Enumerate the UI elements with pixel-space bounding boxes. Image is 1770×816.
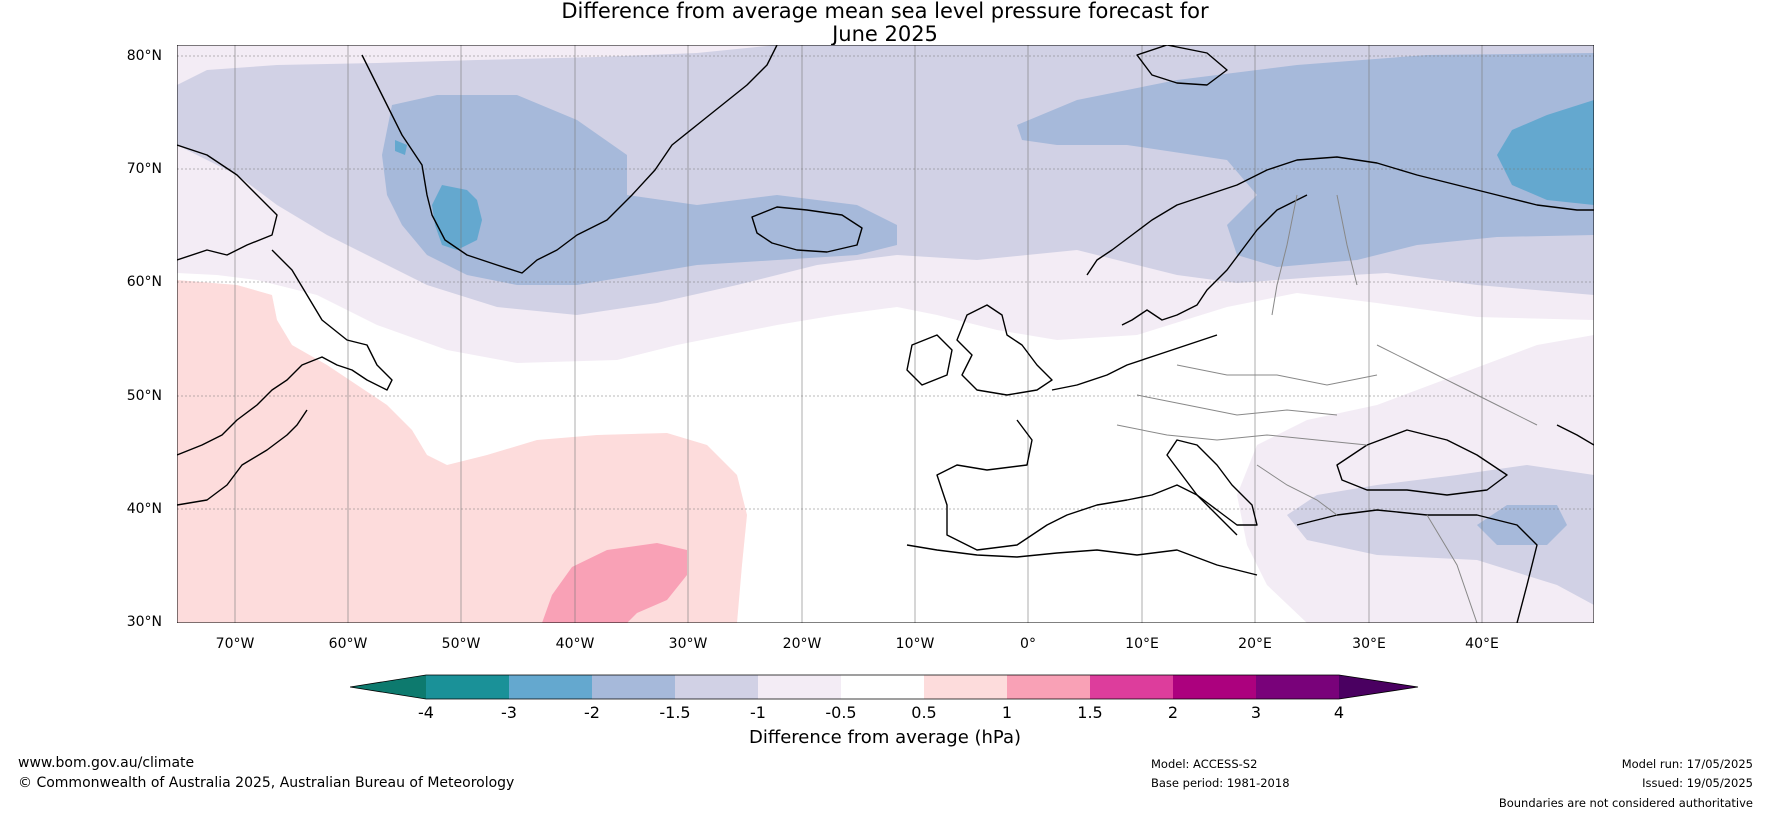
map-svg (177, 45, 1594, 623)
coastline-labrador (177, 144, 393, 456)
map-title-line1: Difference from average mean sea level p… (561, 0, 1209, 23)
colorbar-segment-plus15-plus2 (1090, 675, 1173, 699)
coastline-italy (1166, 439, 1258, 526)
coastline-caspian (1556, 424, 1594, 446)
lon-label-50w: 50°W (441, 636, 481, 652)
coastline-turkey (1296, 509, 1538, 623)
lat-label-40n: 40°N (126, 501, 162, 517)
colorbar-segment-plus1-plus15 (1007, 675, 1090, 699)
colorbar-tick-plus05: 0.5 (911, 703, 937, 722)
anomaly-band-minus15-minus1-southeast (1287, 465, 1594, 605)
pressure-anomaly-map (177, 45, 1594, 623)
colorbar-segment-lt-minus4 (350, 675, 426, 699)
colorbar-segment-plus05-plus1 (924, 675, 1007, 699)
coastlines (177, 45, 1594, 623)
lon-label-70w: 70°W (215, 636, 255, 652)
lat-label-60n: 60°N (126, 274, 162, 290)
coastline-north-africa (906, 544, 1258, 576)
graticule-lines (177, 45, 1594, 623)
anomaly-band-minus3-minus2-barents (1497, 100, 1594, 205)
colorbar-title: Difference from average (hPa) (748, 727, 1022, 748)
lon-label-40e: 40°E (1465, 636, 1499, 652)
lon-label-10w: 10°W (895, 636, 935, 652)
map-title-line2: June 2025 (832, 22, 938, 46)
colorbar-segment-minus1-minus05 (758, 675, 841, 699)
coastline-black-sea (1336, 429, 1508, 496)
anomaly-band-minus3-minus2-greenland-small (395, 140, 407, 155)
colorbar-tick-minus15: -1.5 (659, 703, 691, 722)
coastline-greenland (361, 45, 778, 274)
anomaly-band-minus3-minus2-greenland (432, 185, 482, 250)
national-borders (1116, 194, 1538, 623)
lat-label-70n: 70°N (126, 161, 162, 177)
colorbar-tick-minus4: -4 (418, 703, 434, 722)
coastline-svalbard (1136, 45, 1228, 86)
coastline-great-britain (956, 304, 1053, 396)
lon-label-0: 0° (1020, 636, 1036, 652)
colorbar-segment-minus2-minus15 (592, 675, 675, 699)
lon-label-30w: 30°W (668, 636, 708, 652)
anomaly-band-minus2-minus15-greenland (382, 95, 897, 285)
colorbar-tick-plus3: 3 (1250, 703, 1262, 722)
copyright-text: © Commonwealth of Australia 2025, Austra… (18, 775, 515, 791)
colorbar-outline (350, 674, 1419, 700)
coastline-nova-scotia (177, 409, 308, 506)
colorbar-segment-minus15-minus1 (675, 675, 758, 699)
coastline-iceland (751, 206, 863, 253)
colorbar-tick-minus05: -0.5 (825, 703, 857, 722)
colorbar-tick-minus3: -3 (501, 703, 517, 722)
lon-label-60w: 60°W (328, 636, 368, 652)
lon-label-30e: 30°E (1352, 636, 1386, 652)
colorbar-tick-minus1: -1 (750, 703, 766, 722)
colorbar-segment-minus3-minus2 (509, 675, 592, 699)
website-text: www.bom.gov.au/climate (18, 755, 195, 771)
model-run-text: Model run: 17/05/2025 (1621, 757, 1753, 771)
lat-label-80n: 80°N (126, 48, 162, 64)
lon-label-10e: 10°E (1125, 636, 1159, 652)
lat-label-50n: 50°N (126, 388, 162, 404)
coastline-scandinavia (1086, 156, 1594, 326)
issued-text: Issued: 19/05/2025 (1642, 776, 1753, 790)
coastline-ireland (906, 334, 953, 386)
colorbar-segment-plus3-plus4 (1256, 675, 1339, 699)
base-period-text: Base period: 1981-2018 (1151, 776, 1290, 790)
lon-label-20e: 20°E (1238, 636, 1272, 652)
anomaly-band-minus2-minus15-southeast (1477, 505, 1567, 545)
colorbar-tick-plus2: 2 (1167, 703, 1179, 722)
colorbar-segment-gt-plus4 (1339, 675, 1418, 699)
colorbar-segment-plus2-plus3 (1173, 675, 1256, 699)
lon-label-40w: 40°W (555, 636, 595, 652)
colorbar-segment-minus4-minus3 (426, 675, 509, 699)
colorbar-tick-plus1: 1 (1001, 703, 1013, 722)
colorbar-tick-plus15: 1.5 (1077, 703, 1103, 722)
colorbar (350, 674, 1419, 700)
coastline-western-europe (936, 334, 1238, 551)
model-text: Model: ACCESS-S2 (1151, 757, 1258, 771)
colorbar-segment-minus05-plus05 (841, 675, 924, 699)
lon-label-20w: 20°W (782, 636, 822, 652)
disclaimer-text: Boundaries are not considered authoritat… (1498, 796, 1753, 810)
lat-label-30n: 30°N (126, 614, 162, 630)
anomaly-band-plus1-plus15 (542, 543, 687, 623)
anomaly-band-plus05-plus1-west (177, 280, 747, 623)
map-title: Difference from average mean sea level p… (0, 0, 1770, 46)
colorbar-tick-minus2: -2 (584, 703, 600, 722)
colorbar-tick-plus4: 4 (1333, 703, 1345, 722)
